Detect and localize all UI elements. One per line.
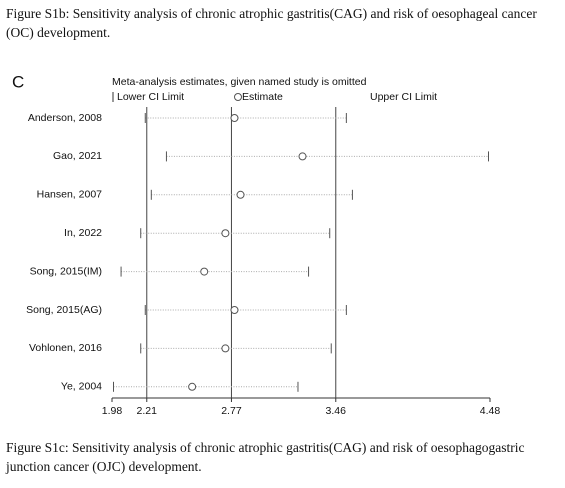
caption-top: Figure S1b: Sensitivity analysis of chro…: [6, 6, 537, 40]
study-label: Anderson, 2008: [28, 112, 102, 124]
x-tick-label: 4.48: [480, 405, 501, 417]
study-label: In, 2022: [64, 227, 102, 239]
legend-lower: Lower CI Limit: [117, 91, 184, 103]
estimate: [221, 229, 230, 238]
estimate: [188, 382, 197, 391]
x-tick-label: 1.98: [102, 405, 123, 417]
x-tick-label: 2.21: [137, 405, 158, 417]
study-label: Song, 2015(AG): [26, 304, 102, 316]
x-tick-label: 2.77: [221, 405, 242, 417]
estimate: [236, 190, 245, 199]
panel-label: C: [12, 72, 24, 91]
estimate: [230, 306, 239, 314]
legend-upper: Upper CI Limit: [370, 91, 437, 103]
x-tick-label: 3.46: [326, 405, 347, 417]
caption-bottom: Figure S1c: Sensitivity analysis of chro…: [6, 440, 525, 474]
estimate: [221, 344, 230, 353]
study-label: Ye, 2004: [61, 381, 102, 393]
legend-estimate-symbol: [234, 93, 242, 101]
study-label: Song, 2015(IM): [30, 265, 102, 277]
legend-estimate: Estimate: [242, 91, 283, 103]
study-label: Vohlonen, 2016: [29, 342, 102, 354]
legend-title: Meta-analysis estimates, given named stu…: [112, 76, 367, 88]
study-label: Gao, 2021: [53, 150, 102, 162]
estimate: [230, 114, 239, 122]
estimate: [298, 152, 307, 161]
study-label: Hansen, 2007: [37, 189, 103, 201]
estimate: [200, 267, 209, 276]
